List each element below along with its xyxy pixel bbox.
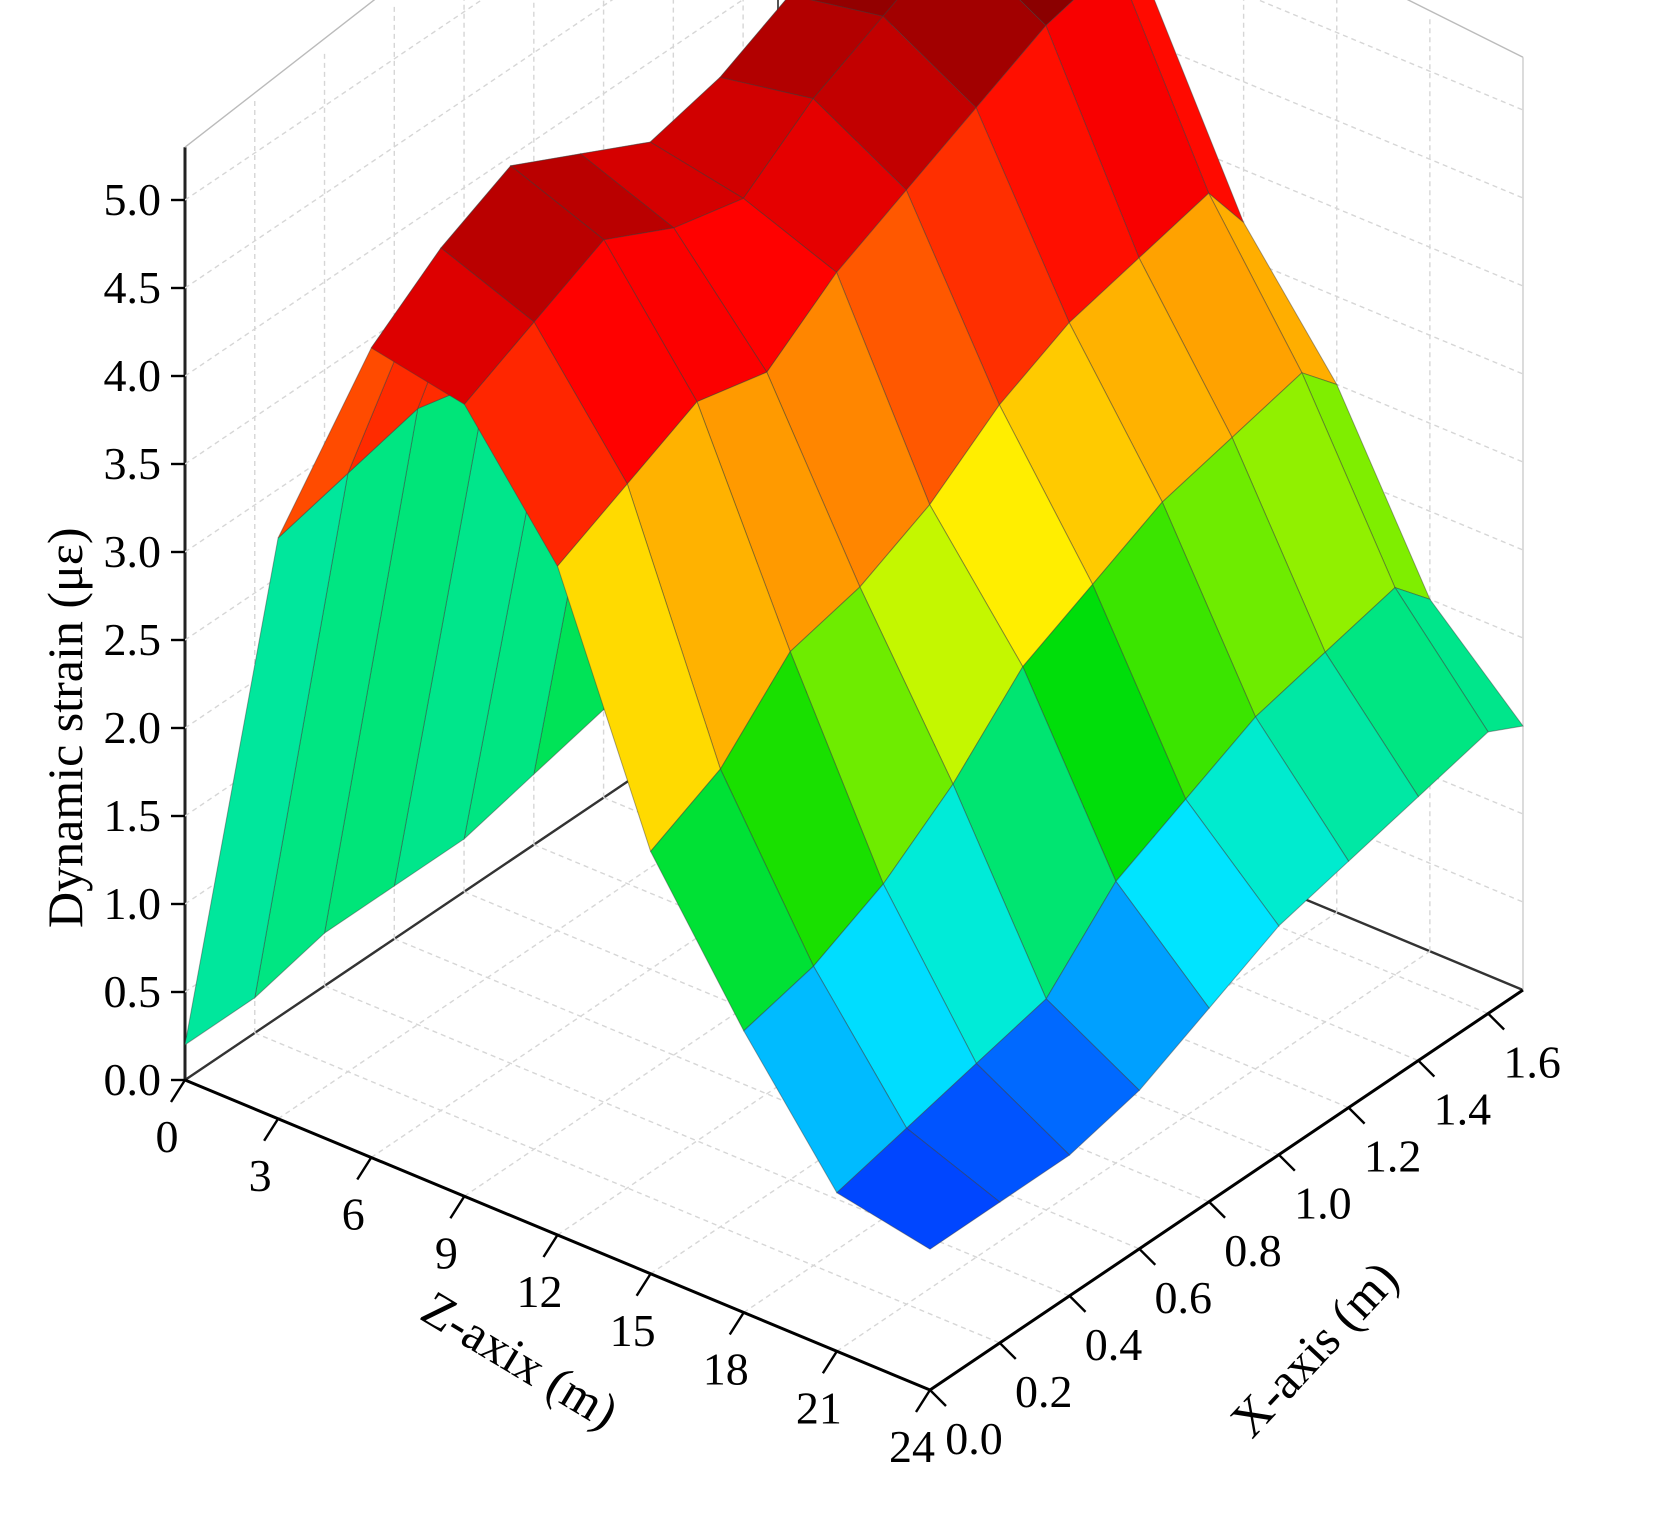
y-tick-label: 3.5 bbox=[104, 438, 162, 489]
z-tick bbox=[542, 1234, 559, 1258]
z-tick bbox=[728, 1311, 745, 1336]
surface-patch bbox=[1185, 716, 1350, 927]
y-tick-label: 4.5 bbox=[104, 262, 162, 313]
x-axis-line bbox=[929, 988, 1524, 1392]
y-tick-label: 2.0 bbox=[104, 702, 162, 753]
wall-grid-line bbox=[184, 0, 744, 377]
tick-labels: 0.0 0.5 1.0 1.5 2.0 2.5 3.0 3.5 4.0 4.5 5.0 0 3 6 9 12 1… bbox=[104, 174, 1561, 1472]
x-tick bbox=[998, 1342, 1017, 1360]
x-tick-label: 1.0 bbox=[1294, 1178, 1352, 1229]
surface-patch bbox=[1019, 0, 1075, 27]
y-tick-label: 2.5 bbox=[104, 614, 162, 665]
x-axis-title: X-axis (m) bbox=[1219, 1250, 1409, 1448]
y-tick-label: 5.0 bbox=[104, 174, 162, 225]
floor-grid-line bbox=[836, 950, 1431, 1352]
z-tick bbox=[914, 1389, 932, 1413]
x-tick-label: 1.4 bbox=[1434, 1084, 1492, 1135]
surface-patch bbox=[1393, 586, 1524, 733]
z-tick-label: 18 bbox=[703, 1344, 749, 1395]
y-tick-label: 3.0 bbox=[104, 526, 162, 577]
z-tick-label: 15 bbox=[610, 1305, 656, 1356]
z-tick-label: 6 bbox=[342, 1189, 365, 1240]
x-tick-label: 0.8 bbox=[1224, 1225, 1282, 1276]
x-tick-label: 0.4 bbox=[1085, 1319, 1143, 1370]
z-tick-label: 12 bbox=[517, 1266, 563, 1317]
x-tick-label: 0.6 bbox=[1155, 1272, 1213, 1323]
y-tick-label: 0.5 bbox=[104, 966, 162, 1017]
z-tick bbox=[449, 1195, 466, 1219]
z-tick bbox=[169, 1079, 187, 1103]
tick-marks bbox=[169, 198, 1524, 1413]
surface-patch bbox=[809, 0, 898, 17]
surface-patch bbox=[836, 1127, 1001, 1250]
z-tick-label: 9 bbox=[435, 1227, 458, 1278]
y-tick-label: 4.0 bbox=[104, 350, 162, 401]
x-tick bbox=[1277, 1153, 1296, 1172]
y-tick-label: 1.0 bbox=[104, 878, 162, 929]
z-tick-label: 21 bbox=[796, 1382, 842, 1433]
x-tick bbox=[929, 1389, 947, 1407]
surface-patch bbox=[1045, 880, 1210, 1092]
surface-patch bbox=[1324, 586, 1489, 798]
z-tick bbox=[263, 1118, 280, 1142]
x-tick-label: 0.2 bbox=[1015, 1366, 1073, 1417]
surface bbox=[184, 0, 1524, 1250]
z-tick-label: 24 bbox=[889, 1421, 935, 1472]
x-tick-label: 0.0 bbox=[945, 1413, 1003, 1464]
y-tick-label: 0.0 bbox=[104, 1054, 162, 1105]
x-tick-label: 1.2 bbox=[1364, 1131, 1422, 1182]
floor-grid-line bbox=[743, 911, 1338, 1314]
x-tick bbox=[1208, 1200, 1226, 1219]
back-top-edge bbox=[184, 0, 376, 148]
z-tick bbox=[356, 1156, 373, 1181]
y-tick-label: 1.5 bbox=[104, 790, 162, 841]
z-tick bbox=[821, 1350, 838, 1374]
x-tick bbox=[1068, 1295, 1087, 1313]
y-axis-title: Dynamic strain (με) bbox=[37, 528, 93, 928]
x-tick-label: 1.6 bbox=[1503, 1037, 1561, 1088]
z-tick-label: 0 bbox=[156, 1111, 179, 1162]
wall-grid-line bbox=[184, 0, 483, 201]
z-tick bbox=[635, 1273, 652, 1297]
x-tick bbox=[1347, 1106, 1366, 1125]
x-tick bbox=[1417, 1059, 1436, 1078]
z-tick-label: 3 bbox=[249, 1150, 272, 1201]
x-tick bbox=[1487, 1012, 1505, 1031]
x-tick bbox=[1138, 1247, 1157, 1266]
wall-grid-line bbox=[184, 0, 614, 289]
